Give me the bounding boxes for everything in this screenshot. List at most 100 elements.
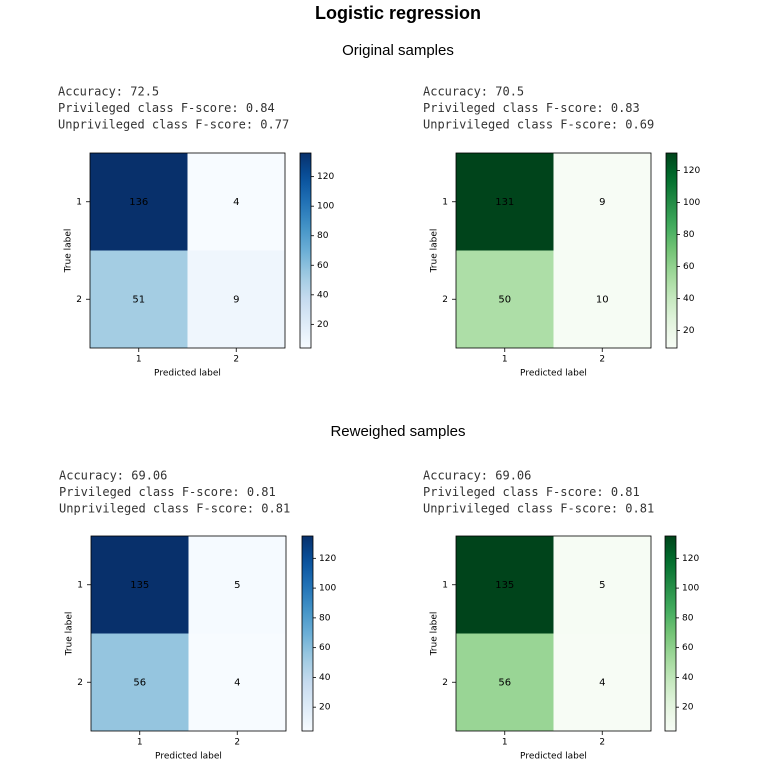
metric-line: Accuracy: 72.5 (58, 85, 159, 99)
colorbar (299, 152, 312, 349)
cell-label: 50 (498, 294, 511, 305)
colorbar-tick-label: 20 (317, 320, 329, 330)
heatmap-cell (553, 250, 651, 348)
x-tick-label: 1 (502, 738, 508, 748)
colorbar-tick-label: 40 (317, 290, 329, 300)
colorbar-tick-label: 40 (682, 673, 694, 683)
cell-label: 135 (130, 580, 149, 591)
y-axis-label: True label (65, 612, 75, 657)
heatmap-cell (456, 536, 554, 634)
colorbar (664, 535, 677, 732)
heatmap-cell (91, 633, 189, 731)
colorbar-tick-label: 80 (683, 230, 695, 240)
cell-label: 5 (599, 580, 605, 591)
colorbar-tick-label: 20 (319, 703, 331, 713)
x-tick-label: 1 (136, 355, 142, 365)
cell-label: 5 (234, 580, 240, 591)
colorbar-tick-label: 40 (683, 294, 695, 304)
metric-line: Accuracy: 70.5 (423, 85, 524, 99)
y-tick-label: 1 (77, 580, 83, 590)
matrix-frame (455, 152, 652, 349)
y-tick-label: 2 (442, 678, 448, 688)
x-axis-label: Predicted label (520, 369, 587, 379)
colorbar-tick-label: 20 (683, 326, 695, 336)
x-tick-label: 2 (599, 738, 605, 748)
colorbar-tick-label: 60 (683, 262, 695, 272)
heatmap-cell (456, 250, 554, 348)
heatmap-cell (91, 536, 189, 634)
colorbar-tick-label: 40 (319, 673, 331, 683)
cell-label: 4 (234, 677, 240, 688)
heatmap-cell (553, 153, 651, 251)
colorbar-tick-label: 80 (319, 613, 331, 623)
cell-label: 4 (599, 677, 605, 688)
heatmap-cell (90, 153, 188, 251)
colorbar-tick-label: 80 (317, 231, 329, 241)
matrix-frame (90, 535, 287, 732)
x-axis-label: Predicted label (155, 752, 222, 762)
heatmap-cell (187, 250, 285, 348)
metric-line: Unprivileged class F-score: 0.81 (423, 502, 654, 516)
colorbar-tick-label: 100 (682, 584, 699, 594)
cell-label: 9 (599, 197, 605, 208)
colorbar-tick-label: 100 (319, 584, 336, 594)
cell-label: 10 (596, 294, 609, 305)
y-tick-label: 1 (442, 580, 448, 590)
colorbar (301, 535, 314, 732)
colorbar-tick-label: 100 (683, 198, 700, 208)
cell-label: 9 (233, 294, 239, 305)
cell-label: 51 (132, 294, 145, 305)
x-tick-label: 2 (234, 738, 240, 748)
section-heading: Reweighed samples (330, 423, 465, 440)
cell-label: 131 (495, 197, 514, 208)
y-tick-label: 2 (77, 678, 83, 688)
cell-label: 135 (495, 580, 514, 591)
colorbar-tick-label: 60 (682, 643, 694, 653)
y-axis-label: True label (64, 229, 74, 274)
metric-line: Unprivileged class F-score: 0.81 (59, 502, 290, 516)
section-heading: Original samples (342, 42, 454, 59)
x-tick-label: 1 (137, 738, 143, 748)
heatmap-cell (456, 153, 554, 251)
x-tick-label: 2 (233, 355, 239, 365)
colorbar-tick-label: 100 (317, 202, 334, 212)
heatmap-cell (188, 536, 286, 634)
colorbar-tick-label: 20 (682, 703, 694, 713)
heatmap-cell (553, 536, 651, 634)
metric-line: Accuracy: 69.06 (423, 469, 531, 483)
x-axis-label: Predicted label (154, 369, 221, 379)
y-tick-label: 1 (442, 197, 448, 207)
colorbar (665, 152, 678, 349)
y-tick-label: 1 (76, 197, 82, 207)
heatmap-cell (553, 633, 651, 731)
metric-line: Privileged class F-score: 0.84 (58, 101, 275, 115)
y-tick-label: 2 (442, 295, 448, 305)
metric-line: Privileged class F-score: 0.81 (59, 485, 276, 499)
x-tick-label: 1 (502, 355, 508, 365)
colorbar-tick-label: 120 (683, 166, 700, 176)
heatmap-cell (188, 633, 286, 731)
y-axis-label: True label (430, 229, 440, 274)
page-title: Logistic regression (315, 3, 481, 23)
colorbar-tick-label: 60 (317, 261, 329, 271)
heatmap-cell (90, 250, 188, 348)
matrix-frame (89, 152, 286, 349)
metric-line: Unprivileged class F-score: 0.69 (423, 118, 654, 132)
x-tick-label: 2 (599, 355, 605, 365)
colorbar-tick-label: 120 (682, 554, 699, 564)
colorbar-tick-label: 120 (319, 554, 336, 564)
colorbar-tick-label: 120 (317, 172, 334, 182)
metric-line: Accuracy: 69.06 (59, 469, 167, 483)
y-axis-label: True label (430, 612, 440, 657)
colorbar-tick-label: 60 (319, 643, 331, 653)
cell-label: 56 (133, 677, 146, 688)
metric-line: Privileged class F-score: 0.83 (423, 101, 640, 115)
heatmap-cell (456, 633, 554, 731)
x-axis-label: Predicted label (520, 752, 587, 762)
cell-label: 56 (498, 677, 511, 688)
cell-label: 4 (233, 197, 239, 208)
matrix-frame (455, 535, 652, 732)
cell-label: 136 (129, 197, 148, 208)
heatmap-cell (187, 153, 285, 251)
